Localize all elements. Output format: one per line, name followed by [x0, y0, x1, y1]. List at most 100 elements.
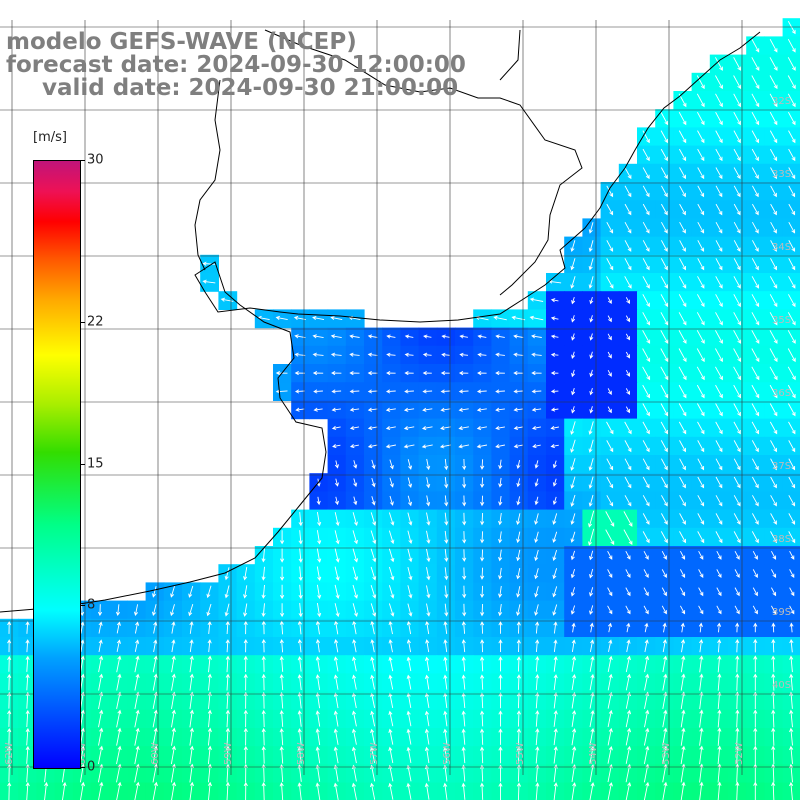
longitude-label: 52W: [734, 742, 745, 765]
wind-arrow: [351, 746, 357, 764]
wind-arrow: [385, 425, 396, 431]
wind-cell: [782, 236, 800, 256]
latitude-labels: 32S 33S 34S 35S 36S 37S 38S 39S 40S: [772, 96, 791, 691]
wind-arrow: [385, 444, 396, 449]
wind-arrow: [697, 513, 705, 525]
wind-arrow: [461, 656, 466, 672]
wind-arrow: [243, 585, 248, 599]
wind-arrow: [423, 334, 432, 339]
latitude-label: 34S: [772, 242, 791, 253]
wind-arrow: [279, 620, 284, 635]
model-title: modelo GEFS-WAVE (NCEP): [6, 29, 357, 55]
wind-arrow: [644, 691, 650, 709]
wind-arrow: [733, 75, 742, 90]
wind-arrow: [697, 276, 705, 289]
wind-arrow: [388, 566, 395, 581]
wind-arrow: [389, 477, 394, 488]
wind-arrow: [717, 763, 722, 783]
wind-arrow: [498, 782, 503, 800]
wind-arrow: [7, 691, 12, 709]
wind-arrow: [297, 656, 302, 672]
wind-cell: [782, 254, 800, 274]
wind-arrow: [385, 389, 396, 394]
wind-arrow: [660, 167, 668, 180]
wind-arrow: [735, 638, 740, 653]
wind-arrow: [406, 728, 412, 745]
wind-arrow: [571, 387, 576, 396]
wind-arrow: [225, 781, 230, 800]
colorbar: [m/s] 30 22 15 8 0: [0, 126, 112, 776]
wind-arrow: [298, 584, 303, 600]
wind-arrow: [261, 638, 266, 653]
wind-arrow: [642, 258, 650, 271]
wind-arrow: [752, 569, 758, 579]
wind-arrow: [206, 603, 212, 617]
wind-arrow: [788, 221, 796, 234]
wind-arrow: [644, 673, 650, 691]
wind-arrow: [606, 221, 614, 234]
wind-arrow: [624, 276, 632, 289]
wind-arrow: [370, 710, 376, 727]
wind-arrow: [715, 421, 723, 435]
wind-arrow: [789, 638, 794, 653]
wind-arrow: [751, 38, 760, 53]
wind-arrow: [406, 710, 412, 727]
wind-arrow: [642, 495, 650, 507]
wind-arrow: [443, 620, 448, 634]
wind-arrow: [769, 312, 778, 326]
wind-arrow: [333, 710, 339, 727]
wind-arrow: [589, 639, 595, 652]
wind-arrow: [662, 745, 668, 765]
wind-arrow: [297, 620, 302, 635]
wind-speed-grid: [0, 18, 800, 800]
wind-arrow: [697, 167, 705, 180]
wind-arrow: [552, 478, 557, 487]
wind-arrow: [771, 638, 776, 653]
wind-arrow: [662, 639, 667, 653]
wind-arrow: [679, 495, 686, 507]
wind-arrow: [349, 334, 360, 339]
wind-arrow: [294, 371, 306, 376]
wind-arrow: [297, 746, 302, 764]
wind-arrow: [298, 530, 303, 545]
wind-arrow: [771, 709, 776, 728]
wind-arrow: [516, 460, 521, 470]
wind-arrow: [480, 459, 485, 470]
wind-arrow: [297, 692, 302, 709]
wind-arrow: [443, 764, 448, 782]
wind-arrow: [331, 407, 341, 412]
wind-arrow: [553, 746, 558, 764]
wind-arrow: [461, 782, 466, 800]
wind-arrow: [207, 620, 212, 634]
wind-arrow: [715, 93, 723, 108]
wind-arrow: [440, 407, 451, 412]
wind-arrow: [751, 312, 760, 326]
wind-arrow: [516, 586, 521, 598]
longitude-label: 56W: [442, 742, 453, 765]
wind-arrow: [152, 781, 158, 800]
wind-arrow: [644, 655, 650, 673]
wind-arrow: [788, 258, 796, 271]
wind-arrow: [189, 673, 194, 691]
wind-arrow: [678, 348, 687, 363]
wind-arrow: [407, 566, 413, 581]
wind-arrow: [642, 366, 651, 381]
wind-arrow: [751, 148, 759, 162]
wind-arrow: [571, 691, 577, 709]
wind-arrow: [133, 604, 139, 617]
wind-arrow: [353, 496, 358, 506]
wind-arrow: [424, 656, 430, 672]
wind-arrow: [789, 655, 794, 673]
wind-arrow: [421, 444, 433, 449]
wind-arrow: [352, 530, 358, 545]
wind-arrow: [735, 763, 740, 783]
wind-arrow: [206, 585, 212, 599]
wind-arrow: [367, 407, 378, 412]
wind-arrow: [207, 745, 212, 765]
wind-arrow: [715, 167, 723, 180]
wind-arrow: [751, 75, 760, 90]
wind-arrow: [243, 655, 248, 673]
wind-arrow: [769, 384, 778, 399]
wind-arrow: [279, 691, 284, 709]
wind-arrow: [424, 728, 430, 745]
